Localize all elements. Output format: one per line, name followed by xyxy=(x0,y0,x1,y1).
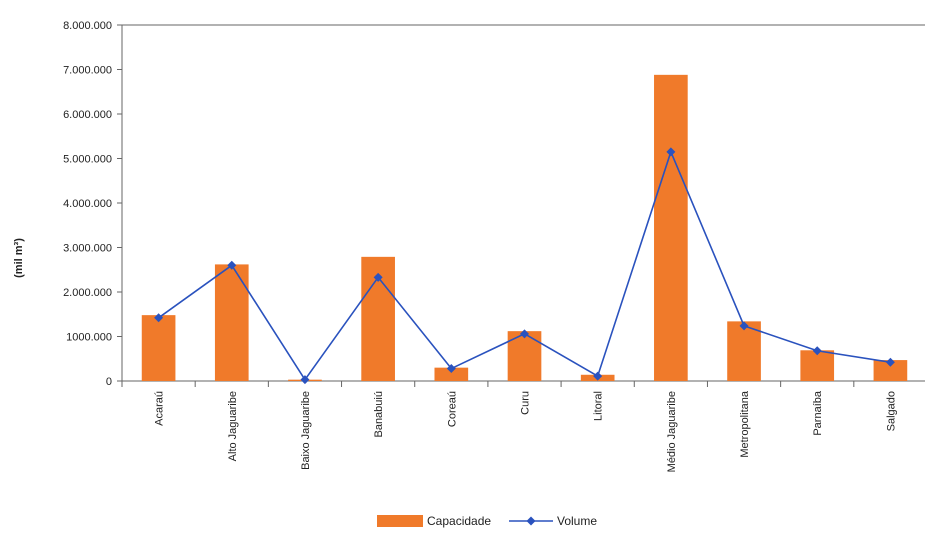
point-volume xyxy=(227,260,237,270)
x-tick-label: Metropolitana xyxy=(739,390,751,458)
legend-label-capacidade: Capacidade xyxy=(427,514,491,528)
bar-capacidade xyxy=(434,367,469,381)
point-volume xyxy=(446,364,456,374)
x-tick-label: Banabuiú xyxy=(373,391,385,438)
y-tick-label: 6.000.000 xyxy=(63,109,112,121)
point-volume xyxy=(885,357,895,367)
point-volume xyxy=(300,375,310,385)
y-tick-label: 5.000.000 xyxy=(63,154,112,166)
point-volume xyxy=(666,147,676,157)
legend: Capacidade Volume xyxy=(377,514,597,528)
x-tick-label: Curu xyxy=(520,391,532,415)
legend-swatch-capacidade xyxy=(377,515,423,527)
point-volume xyxy=(520,329,529,339)
point-volume xyxy=(593,371,603,381)
y-tick-label: 0 xyxy=(106,376,112,388)
point-volume xyxy=(373,272,383,282)
legend-label-volume: Volume xyxy=(557,514,597,528)
bar-capacidade xyxy=(873,360,908,381)
point-volume xyxy=(154,313,164,323)
bar-capacidade xyxy=(141,315,176,381)
point-volume xyxy=(739,321,749,331)
line-series xyxy=(154,147,895,385)
x-tick-label: Baixo Jaguaribe xyxy=(300,391,312,470)
x-tick-label: Médio Jaguaribe xyxy=(666,391,678,472)
y-tick-label: 4.000.000 xyxy=(63,198,112,210)
bar-capacidade xyxy=(214,264,249,381)
x-tick-label: Salgado xyxy=(885,391,897,431)
y-tick-label: 1000.000 xyxy=(66,332,112,344)
bar-capacidade xyxy=(727,321,761,381)
x-tick-label: Litoral xyxy=(593,391,605,421)
point-volume xyxy=(812,346,822,356)
bar-capacidade xyxy=(654,74,688,381)
x-tick-label: Alto Jaguaribe xyxy=(227,391,239,461)
y-tick-label: 8.000.000 xyxy=(63,20,112,32)
x-tick-label: Acaraú xyxy=(154,391,166,426)
y-axis-ticks: 0 1000.000 2.000.000 3.000.000 4.000.000 5.00… xyxy=(63,20,122,388)
y-tick-label: 7.000.000 xyxy=(63,65,112,77)
x-tick-label: Coreaú xyxy=(446,391,458,427)
legend-marker-volume xyxy=(526,516,536,526)
x-axis-ticks: Acaraú Alto Jaguaribe Baixo Jaguaribe Banab… xyxy=(121,381,897,472)
bar-capacidade xyxy=(800,350,835,381)
bar-series xyxy=(141,74,908,381)
x-tick-label: Parnaíba xyxy=(812,390,824,436)
y-axis-label: (mil m³) xyxy=(13,238,25,278)
y-tick-label: 2.000.000 xyxy=(63,287,112,299)
y-tick-label: 3.000.000 xyxy=(63,243,112,255)
